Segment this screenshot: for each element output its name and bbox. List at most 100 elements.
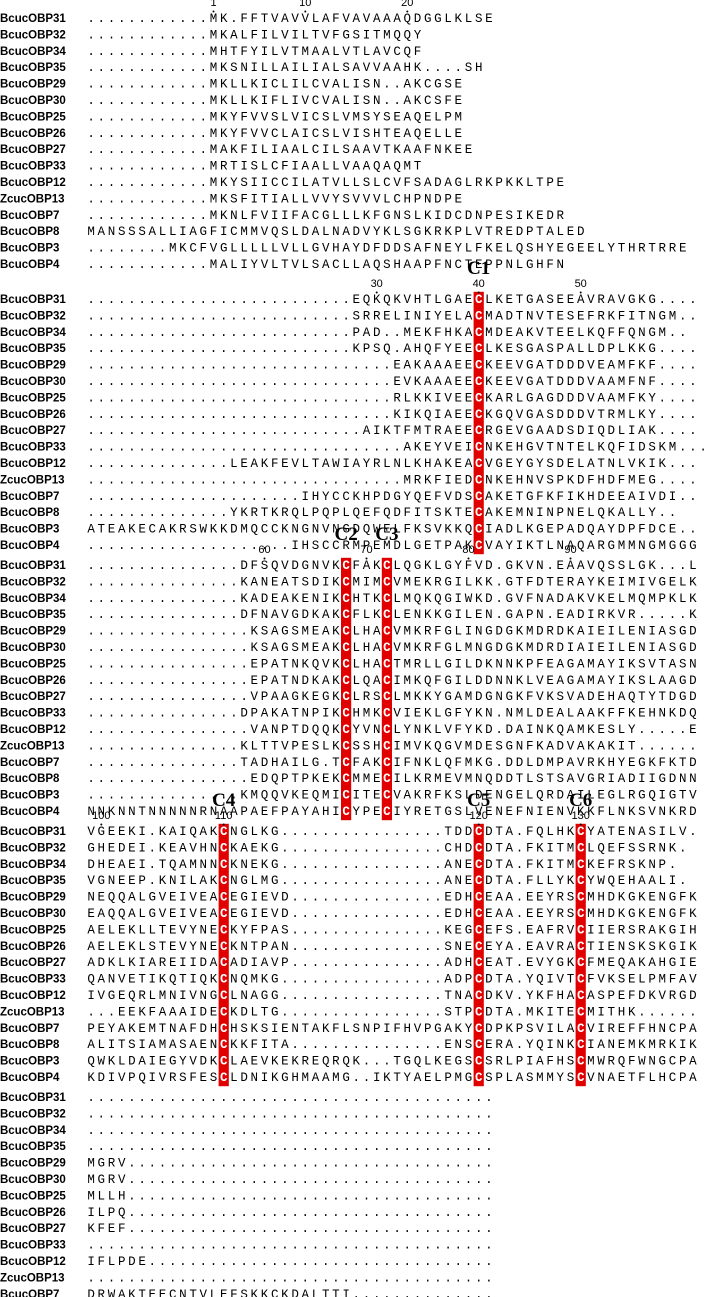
sequence-name: BcucOBP33: [0, 1240, 66, 1252]
ruler-number: 100: [92, 810, 110, 822]
ruler-dot: [212, 10, 215, 13]
ruler-number: 10: [299, 0, 311, 9]
ruler-dot: [477, 291, 480, 294]
ruler-number: 30: [371, 278, 383, 290]
sequence-name: BcucOBP33: [0, 708, 66, 720]
sequence-name: BcucOBP8: [0, 1039, 60, 1051]
sequence-name: BcucOBP31: [0, 294, 66, 306]
ruler-number: 120: [470, 810, 488, 822]
sequence-name: BcucOBP26: [0, 409, 66, 421]
sequence-name: BcucOBP34: [0, 859, 66, 871]
sequence-name: BcucOBP3: [0, 524, 59, 536]
ruler-dot: [263, 557, 266, 560]
sequence-name: BcucOBP31: [0, 826, 66, 838]
ruler-dot: [375, 291, 378, 294]
sequence-name: BcucOBP30: [0, 642, 66, 654]
sequence-name: BcucOBP34: [0, 1125, 66, 1137]
sequence-name: BcucOBP27: [0, 144, 66, 156]
sequence-name: BcucOBP30: [0, 1174, 66, 1186]
ruler-dot: [579, 823, 582, 826]
sequence-name: BcucOBP27: [0, 957, 66, 969]
sequence-name: BcucOBP4: [0, 259, 60, 271]
sequence-name: BcucOBP34: [0, 593, 66, 605]
sequence-name: BcucOBP35: [0, 343, 66, 355]
ruler-number: 130: [572, 810, 590, 822]
ruler-number: 90: [564, 544, 576, 556]
sequence-name: BcucOBP8: [0, 773, 60, 785]
ruler-number: 20: [401, 0, 413, 9]
sequence: ........................................: [87, 1239, 492, 1253]
ruler-dot: [569, 557, 572, 560]
cysteine-label: C5: [467, 790, 490, 811]
sequence-name: BcucOBP3: [0, 243, 59, 255]
sequence-name: BcucOBP30: [0, 908, 66, 920]
sequence-name: BcucOBP34: [0, 327, 66, 339]
sequence-name: BcucOBP25: [0, 392, 66, 404]
sequence-name: BcucOBP3: [0, 790, 59, 802]
sequence-name: BcucOBP8: [0, 226, 60, 238]
ruler-dot: [467, 557, 470, 560]
conserved-column: [381, 557, 392, 821]
sequence-name: BcucOBP32: [0, 310, 66, 322]
ruler-number: 1: [210, 0, 216, 9]
sequence-name: BcucOBP33: [0, 974, 66, 986]
sequence-name: BcucOBP35: [0, 875, 66, 887]
sequence-name: BcucOBP30: [0, 376, 66, 388]
sequence-name: ZcucOBP13: [0, 740, 65, 752]
ruler-number: 80: [462, 544, 474, 556]
sequence-name: BcucOBP30: [0, 95, 66, 107]
ruler-dot: [579, 291, 582, 294]
sequence-name: BcucOBP26: [0, 941, 66, 953]
sequence-name: BcucOBP31: [0, 560, 66, 572]
sequence-name: BcucOBP29: [0, 892, 66, 904]
ruler-number: 50: [575, 278, 587, 290]
sequence-name: BcucOBP32: [0, 29, 66, 41]
ruler-dot: [100, 823, 103, 826]
cysteine-label: C2: [334, 524, 357, 545]
sequence-name: ZcucOBP13: [0, 193, 65, 205]
cysteine-label: C4: [212, 790, 236, 811]
sequence-name: BcucOBP4: [0, 806, 60, 818]
conserved-column: [473, 823, 484, 1087]
ruler-number: 40: [473, 278, 485, 290]
sequence-name: BcucOBP35: [0, 1141, 66, 1153]
cysteine-label: C3: [375, 524, 398, 545]
sequence-name: BcucOBP7: [0, 1289, 59, 1297]
ruler-dot: [304, 10, 307, 13]
sequence-name: BcucOBP12: [0, 177, 66, 189]
sequence-name: BcucOBP27: [0, 691, 66, 703]
sequence-name: BcucOBP7: [0, 491, 59, 503]
